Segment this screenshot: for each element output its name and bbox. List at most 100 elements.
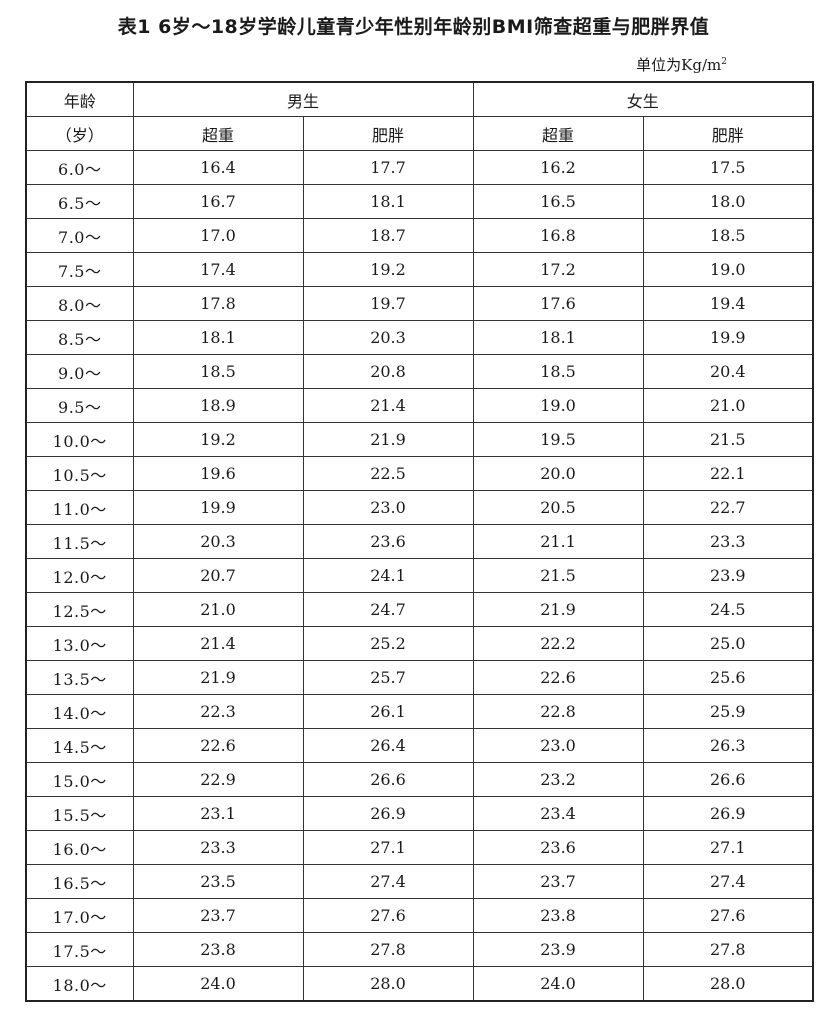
female-obese-cell: 19.4 <box>642 286 814 321</box>
male-overweight-cell: 16.7 <box>132 184 304 219</box>
female-obese-cell: 21.0 <box>642 388 814 423</box>
female-overweight-cell: 20.0 <box>472 456 644 491</box>
female-overweight-cell: 23.4 <box>472 796 644 831</box>
age-cell: 13.5～ <box>25 660 134 695</box>
male-obese-cell: 22.5 <box>302 456 474 491</box>
male-overweight-cell: 23.8 <box>132 932 304 967</box>
male-obese-cell: 27.1 <box>302 830 474 865</box>
male-overweight-cell: 20.3 <box>132 524 304 559</box>
table-row: 16.5～ 23.5 27.4 23.7 27.4 <box>25 864 814 899</box>
male-obese-cell: 24.1 <box>302 558 474 593</box>
female-obese-cell: 25.6 <box>642 660 814 695</box>
male-overweight-cell: 17.4 <box>132 252 304 287</box>
female-obese-cell: 21.5 <box>642 422 814 457</box>
female-overweight-cell: 20.5 <box>472 490 644 525</box>
age-cell: 8.0～ <box>25 286 134 321</box>
male-overweight-cell: 19.9 <box>132 490 304 525</box>
male-overweight-cell: 22.3 <box>132 694 304 729</box>
male-overweight-cell: 17.0 <box>132 218 304 253</box>
table-row: 17.5～ 23.8 27.8 23.9 27.8 <box>25 932 814 967</box>
male-overweight-cell: 23.3 <box>132 830 304 865</box>
female-overweight-cell: 22.8 <box>472 694 644 729</box>
female-overweight-cell: 18.5 <box>472 354 644 389</box>
female-obese-cell: 19.9 <box>642 320 814 355</box>
age-cell: 9.5～ <box>25 388 134 423</box>
male-obese-cell: 28.0 <box>302 966 474 1002</box>
female-overweight-cell: 22.2 <box>472 626 644 661</box>
age-cell: 15.0～ <box>25 762 134 797</box>
age-cell: 8.5～ <box>25 320 134 355</box>
female-obese-cell: 18.0 <box>642 184 814 219</box>
table-row: 15.0～ 22.9 26.6 23.2 26.6 <box>25 762 814 797</box>
male-obese-header: 肥胖 <box>302 116 474 151</box>
female-overweight-cell: 16.5 <box>472 184 644 219</box>
male-obese-cell: 18.7 <box>302 218 474 253</box>
female-overweight-cell: 23.2 <box>472 762 644 797</box>
table-row: 9.0～ 18.5 20.8 18.5 20.4 <box>25 354 814 389</box>
male-obese-cell: 19.2 <box>302 252 474 287</box>
female-obese-cell: 27.6 <box>642 898 814 933</box>
female-overweight-cell: 21.9 <box>472 592 644 627</box>
table-header: 年龄 男生 女生 （岁） 超重 肥胖 超重 肥胖 <box>25 81 814 151</box>
table-row: 15.5～ 23.1 26.9 23.4 26.9 <box>25 796 814 831</box>
male-obese-cell: 17.7 <box>302 150 474 185</box>
table-row: 9.5～ 18.9 21.4 19.0 21.0 <box>25 388 814 423</box>
age-cell: 6.5～ <box>25 184 134 219</box>
female-obese-cell: 26.9 <box>642 796 814 831</box>
age-cell: 14.0～ <box>25 694 134 729</box>
age-cell: 11.5～ <box>25 524 134 559</box>
table-row: 6.5～ 16.7 18.1 16.5 18.0 <box>25 184 814 219</box>
female-overweight-cell: 19.5 <box>472 422 644 457</box>
table-row: 8.5～ 18.1 20.3 18.1 19.9 <box>25 320 814 355</box>
male-overweight-cell: 21.4 <box>132 626 304 661</box>
male-obese-cell: 19.7 <box>302 286 474 321</box>
table-row: 12.5～ 21.0 24.7 21.9 24.5 <box>25 592 814 627</box>
age-cell: 10.5～ <box>25 456 134 491</box>
table-row: 10.5～ 19.6 22.5 20.0 22.1 <box>25 456 814 491</box>
male-overweight-cell: 24.0 <box>132 966 304 1002</box>
female-overweight-cell: 23.6 <box>472 830 644 865</box>
female-obese-cell: 20.4 <box>642 354 814 389</box>
female-obese-cell: 27.4 <box>642 864 814 899</box>
male-header: 男生 <box>132 81 474 117</box>
female-overweight-cell: 21.5 <box>472 558 644 593</box>
male-overweight-cell: 21.0 <box>132 592 304 627</box>
table-row: 17.0～ 23.7 27.6 23.8 27.6 <box>25 898 814 933</box>
age-cell: 12.0～ <box>25 558 134 593</box>
male-overweight-cell: 18.5 <box>132 354 304 389</box>
age-cell: 7.0～ <box>25 218 134 253</box>
female-overweight-cell: 23.9 <box>472 932 644 967</box>
male-obese-cell: 24.7 <box>302 592 474 627</box>
table-row: 6.0～ 16.4 17.7 16.2 17.5 <box>25 150 814 185</box>
female-overweight-cell: 21.1 <box>472 524 644 559</box>
female-obese-cell: 23.9 <box>642 558 814 593</box>
female-obese-cell: 27.8 <box>642 932 814 967</box>
table-row: 13.0～ 21.4 25.2 22.2 25.0 <box>25 626 814 661</box>
age-cell: 16.5～ <box>25 864 134 899</box>
female-overweight-cell: 18.1 <box>472 320 644 355</box>
male-obese-cell: 18.1 <box>302 184 474 219</box>
age-cell: 9.0～ <box>25 354 134 389</box>
female-header: 女生 <box>472 81 814 117</box>
age-header-line1: 年龄 <box>25 81 134 117</box>
male-obese-cell: 25.2 <box>302 626 474 661</box>
male-obese-cell: 27.4 <box>302 864 474 899</box>
age-cell: 13.0～ <box>25 626 134 661</box>
age-header-line2: （岁） <box>25 116 134 151</box>
table-row: 11.5～ 20.3 23.6 21.1 23.3 <box>25 524 814 559</box>
male-obese-cell: 27.6 <box>302 898 474 933</box>
male-obese-cell: 25.7 <box>302 660 474 695</box>
female-overweight-cell: 17.2 <box>472 252 644 287</box>
female-overweight-cell: 16.2 <box>472 150 644 185</box>
female-overweight-cell: 23.7 <box>472 864 644 899</box>
table-row: 7.5～ 17.4 19.2 17.2 19.0 <box>25 252 814 287</box>
age-cell: 7.5～ <box>25 252 134 287</box>
male-obese-cell: 26.1 <box>302 694 474 729</box>
male-overweight-cell: 19.2 <box>132 422 304 457</box>
table-row: 8.0～ 17.8 19.7 17.6 19.4 <box>25 286 814 321</box>
male-overweight-cell: 22.6 <box>132 728 304 763</box>
female-obese-cell: 22.7 <box>642 490 814 525</box>
age-cell: 15.5～ <box>25 796 134 831</box>
table-row: 13.5～ 21.9 25.7 22.6 25.6 <box>25 660 814 695</box>
male-obese-cell: 27.8 <box>302 932 474 967</box>
